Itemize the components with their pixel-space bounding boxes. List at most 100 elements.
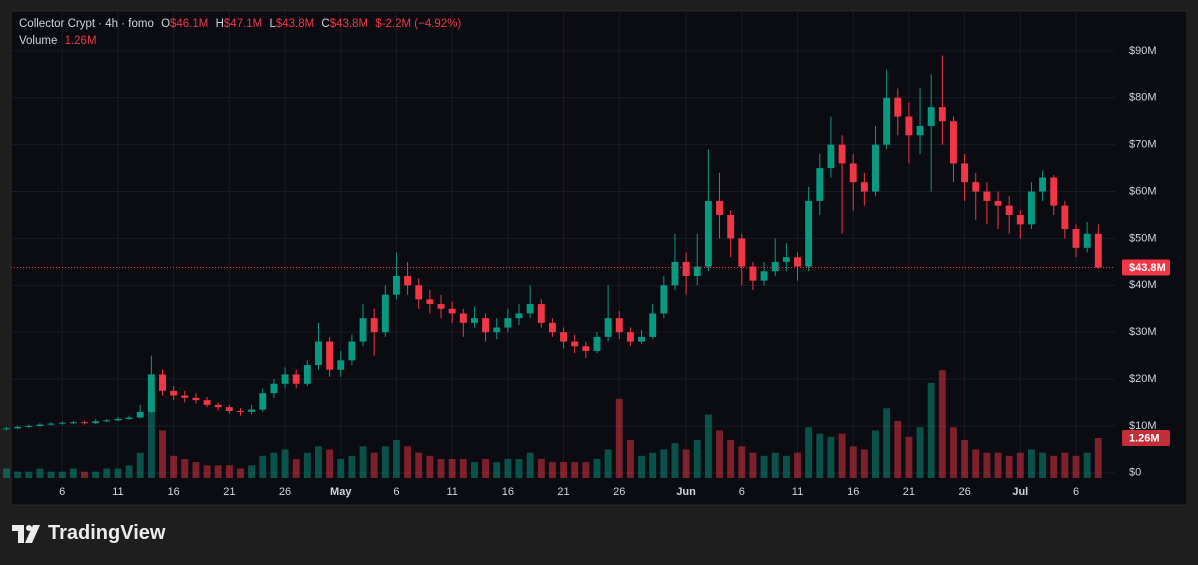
candle-body: [883, 97, 891, 145]
volume-bar: [905, 436, 913, 478]
y-tick-label: $40M: [1129, 279, 1157, 291]
x-tick-label: May: [330, 486, 352, 498]
candle-body: [682, 261, 690, 276]
candle-body: [838, 144, 846, 164]
y-tick-label: $70M: [1129, 139, 1157, 151]
volume-bar: [838, 433, 846, 478]
x-tick-label: 26: [279, 486, 291, 498]
x-tick-label: 16: [168, 486, 180, 498]
candle-body: [92, 421, 100, 424]
y-tick-label: $0: [1129, 467, 1141, 479]
volume-bar: [727, 439, 735, 478]
candle-body: [894, 97, 902, 117]
volume-bar: [170, 455, 178, 478]
candle-body: [192, 397, 200, 401]
volume-bar: [225, 465, 233, 478]
volume-bar: [270, 452, 278, 478]
candle-body: [994, 200, 1002, 206]
candle-body: [448, 308, 456, 314]
volume-bar: [660, 449, 668, 478]
volume-bar: [192, 462, 200, 478]
volume-bar: [1094, 438, 1102, 478]
volume-bar: [381, 446, 389, 478]
volume-bar: [548, 462, 556, 478]
candle-body: [181, 395, 189, 398]
candle-body: [593, 336, 601, 351]
y-tick-label: $90M: [1129, 45, 1157, 57]
candle-body: [760, 271, 768, 281]
x-tick-label: 6: [59, 486, 65, 498]
volume-bar: [1039, 452, 1047, 478]
candle-body: [604, 318, 612, 337]
candle-body: [415, 285, 423, 300]
candle-body: [1039, 177, 1047, 192]
volume-bar: [526, 452, 534, 478]
y-tick-label: $60M: [1129, 185, 1157, 197]
volume-bar: [437, 458, 445, 478]
candle-body: [771, 261, 779, 272]
volume-bar: [593, 458, 601, 478]
volume-bar: [3, 468, 10, 478]
volume-bar: [738, 446, 746, 478]
volume-bar: [103, 468, 111, 478]
volume-bar: [560, 462, 568, 478]
candle-body: [326, 341, 334, 370]
volume-bar: [916, 427, 924, 478]
candle-body: [827, 144, 835, 169]
volume-bar: [14, 471, 22, 478]
volume-bar: [994, 452, 1002, 478]
candle-body: [1061, 205, 1069, 230]
volume-tag: [1122, 430, 1170, 447]
volume-bar: [1083, 452, 1091, 478]
legend-key: L: [269, 18, 276, 30]
legend-change: $-2.2M (−4.92%): [375, 18, 462, 30]
y-tick-label: $10M: [1129, 420, 1157, 432]
volume-bar: [426, 455, 434, 478]
candle-body: [248, 409, 256, 412]
candle-body: [237, 410, 244, 412]
candle-body: [1027, 191, 1035, 225]
candle-body: [136, 411, 144, 418]
y-tick-label: $50M: [1129, 232, 1157, 244]
volume-bar: [638, 455, 645, 478]
candle-body: [816, 168, 824, 201]
volume-bar: [749, 452, 757, 478]
candle-body: [1016, 214, 1024, 225]
volume-bar: [125, 465, 133, 478]
candle-body: [548, 322, 556, 333]
candle-body: [716, 200, 723, 215]
candle-body: [638, 336, 645, 342]
candle-body: [693, 266, 701, 276]
candle-body: [660, 285, 668, 314]
candle-body: [1094, 233, 1102, 268]
volume-bar: [147, 392, 155, 478]
volume-bar: [281, 449, 289, 478]
candle-body: [214, 404, 222, 408]
candle-body: [3, 428, 10, 430]
candle-body: [972, 182, 980, 192]
volume-bar: [1016, 452, 1024, 478]
volume-bar: [392, 439, 400, 478]
legend-key: O: [161, 18, 171, 30]
x-tick-label: 11: [446, 486, 457, 498]
candle-body: [348, 341, 356, 361]
volume-bar: [25, 471, 33, 478]
x-tick-label: 26: [958, 486, 970, 498]
volume-bar: [1005, 455, 1013, 478]
candle-body: [36, 424, 44, 426]
x-tick-label: 6: [393, 486, 399, 498]
candle-body: [103, 420, 111, 422]
volume-bar: [816, 433, 824, 478]
volume-bar: [704, 414, 712, 478]
x-tick-label: 6: [739, 486, 745, 498]
candle-body: [69, 422, 77, 424]
volume-bar: [181, 458, 189, 478]
volume-value: 1.26M: [64, 35, 97, 47]
candle-body: [25, 425, 33, 427]
volume-bar: [92, 471, 100, 478]
legend-value: $46.1M: [170, 18, 209, 30]
volume-bar: [81, 471, 88, 478]
volume-bar: [214, 465, 222, 478]
candle-body: [159, 374, 166, 391]
